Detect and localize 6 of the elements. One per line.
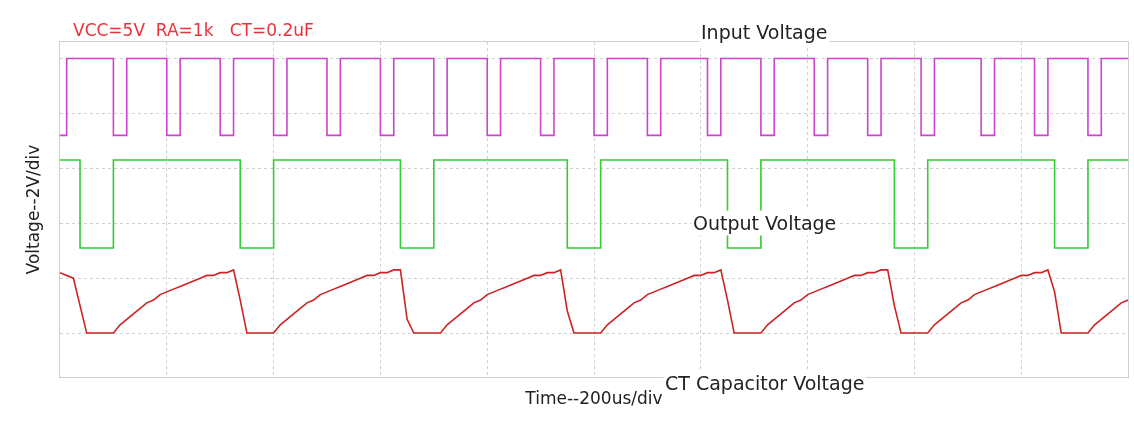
series-label: Output Voltage [693, 212, 837, 234]
series-label: Input Voltage [701, 21, 828, 43]
x-axis-title: Time--200us/div [524, 388, 663, 409]
y-axis-title: Voltage--2V/div [22, 144, 43, 275]
text: VCC=5V RA=1k CT=0.2uF [73, 20, 314, 40]
text: CT Capacitor Voltage [665, 372, 865, 394]
